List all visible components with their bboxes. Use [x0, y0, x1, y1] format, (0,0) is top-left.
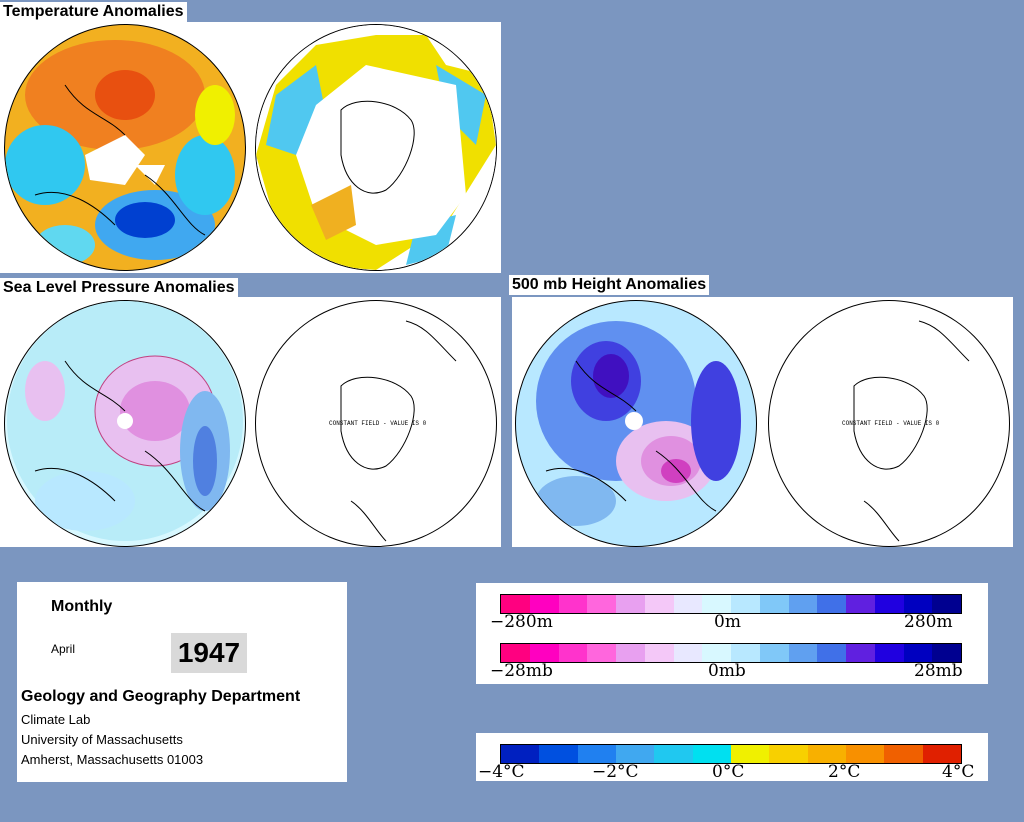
temperature-tick-neg4: −4°C [478, 762, 525, 782]
height-swatch [932, 595, 961, 613]
pressure-tick-max: 28mb [914, 661, 963, 681]
temperature-swatch [654, 745, 693, 763]
slp-northern-globe [4, 300, 246, 547]
height-swatch [759, 595, 789, 613]
frequency-label: Monthly [51, 598, 113, 615]
temperature-swatch [884, 745, 923, 763]
height-swatch [501, 595, 530, 613]
pressure-tick-zero: 0mb [708, 661, 746, 681]
height-swatch [788, 595, 818, 613]
height-swatch [903, 595, 933, 613]
height-color-bar [500, 594, 962, 614]
height500-title: 500 mb Height Anomalies [509, 275, 710, 295]
temperature-swatch [692, 745, 731, 763]
temperature-tick-pos2: 2°C [828, 762, 861, 782]
height-swatch [644, 595, 674, 613]
height-pressure-legend: −280m 0m 280m −28mb 0mb 28mb [476, 583, 988, 684]
pressure-tick-min: −28mb [490, 661, 553, 681]
height-swatch [616, 595, 645, 613]
pressure-swatch [644, 644, 674, 662]
height-swatch [731, 595, 760, 613]
height-swatch [874, 595, 904, 613]
pressure-color-bar [500, 643, 962, 663]
pressure-swatch [903, 644, 933, 662]
height-swatch [846, 595, 875, 613]
height500-southern-globe: CONSTANT FIELD - VALUE IS 0 [768, 300, 1010, 547]
info-box: Monthly April 1947 Geology and Geography… [17, 582, 347, 782]
temperature-legend: −4°C −2°C 0°C 2°C 4°C [476, 733, 988, 782]
pressure-swatch [817, 644, 846, 662]
height500-northern-globe [515, 300, 757, 547]
pressure-swatch [501, 644, 530, 662]
temperature-swatch [922, 745, 961, 763]
month-label: April [51, 642, 76, 656]
year-label: 1947 [171, 633, 247, 673]
lab-label: Climate Lab [21, 712, 91, 727]
temperature-swatch [807, 745, 846, 763]
temperature-swatch [615, 745, 655, 763]
height-swatch [673, 595, 703, 613]
temperature-swatch [539, 745, 578, 763]
pressure-swatch [702, 644, 731, 662]
pressure-swatch [558, 644, 588, 662]
slp-constant-field-label: CONSTANT FIELD - VALUE IS 0 [329, 420, 427, 427]
department-label: Geology and Geography Department [21, 688, 301, 705]
temperature-title: Temperature Anomalies [0, 2, 187, 22]
pressure-swatch [846, 644, 875, 662]
university-label: University of Massachusetts [21, 732, 183, 747]
height-swatch [587, 595, 616, 613]
pressure-swatch [788, 644, 818, 662]
temperature-northern-globe [4, 24, 246, 271]
temperature-tick-pos4: 4°C [942, 762, 975, 782]
temperature-color-bar [500, 744, 962, 764]
height-tick-min: −280m [490, 612, 553, 632]
height500-constant-field-label: CONSTANT FIELD - VALUE IS 0 [842, 420, 940, 427]
height-swatch [558, 595, 588, 613]
height-tick-max: 280m [904, 612, 953, 632]
pressure-swatch [874, 644, 904, 662]
pressure-swatch [616, 644, 645, 662]
pressure-swatch [529, 644, 559, 662]
pressure-swatch [731, 644, 760, 662]
height-tick-zero: 0m [714, 612, 741, 632]
temperature-swatch [501, 745, 540, 763]
address-label: Amherst, Massachusetts 01003 [21, 752, 204, 767]
pressure-swatch [932, 644, 961, 662]
temperature-swatch [769, 745, 808, 763]
temperature-swatch [577, 745, 616, 763]
temperature-tick-zero: 0°C [712, 762, 745, 782]
slp-southern-globe: CONSTANT FIELD - VALUE IS 0 [255, 300, 497, 547]
height-swatch [529, 595, 559, 613]
slp-title: Sea Level Pressure Anomalies [0, 278, 238, 298]
height-swatch [702, 595, 731, 613]
temperature-swatch [845, 745, 885, 763]
temperature-tick-neg2: −2°C [592, 762, 639, 782]
pressure-swatch [587, 644, 616, 662]
pressure-swatch [759, 644, 789, 662]
temperature-swatch [730, 745, 770, 763]
temperature-southern-globe [255, 24, 497, 271]
pressure-swatch [673, 644, 703, 662]
height-swatch [817, 595, 846, 613]
